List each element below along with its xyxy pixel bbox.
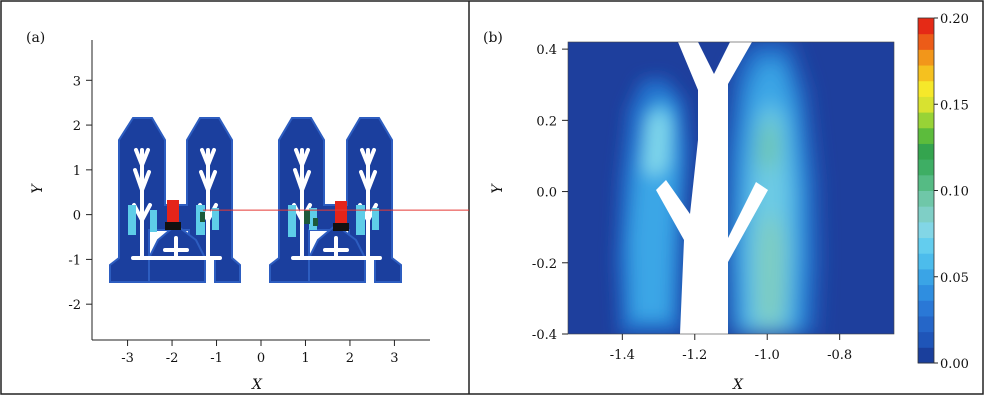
panel-b-y-label: Y: [490, 183, 506, 194]
colorbar-segment: [918, 49, 934, 66]
x-tick-label: 3: [390, 351, 398, 366]
colorbar-tick-label: 0.10: [940, 185, 969, 200]
panel-a-label: (a): [26, 30, 45, 46]
colorbar-segment: [918, 253, 934, 270]
x-tick-label: -1.4: [610, 348, 635, 363]
colorbar-tick-label: 0.20: [940, 12, 969, 27]
panel-b-label: (b): [483, 30, 503, 46]
colorbar: [917, 17, 935, 364]
colorbar-segment: [918, 190, 934, 207]
x-tick-label: -0.8: [827, 348, 852, 363]
x-tick-label: -1.2: [682, 348, 707, 363]
x-tick-label: 0: [257, 351, 265, 366]
colorbar-segment: [918, 127, 934, 144]
y-tick-label: 0.2: [536, 114, 557, 129]
colorbar-segment: [918, 159, 934, 176]
x-tick-label: -2: [166, 351, 179, 366]
leaf-shape: [269, 117, 402, 283]
colorbar-segment: [918, 112, 934, 129]
y-tick-label: -2: [68, 298, 81, 313]
x-tick-label: -1: [210, 351, 223, 366]
colorbar-segment: [918, 96, 934, 113]
colorbar-segment: [918, 300, 934, 317]
colorbar-tick-label: 0.15: [940, 98, 969, 113]
colorbar-segment: [918, 206, 934, 223]
panel-b-y-ticks: 0.4 0.2 0.0 -0.2 -0.4: [532, 43, 568, 343]
colorbar-tick-label: 0.00: [940, 357, 969, 372]
panel-a-x-ticks: -3 -2 -1 0 1 2 3: [121, 340, 399, 366]
panel-a-y-ticks: 3 2 1 0 -1 -2: [68, 74, 92, 313]
colorbar-segment: [918, 221, 934, 239]
y-tick-label: 2: [73, 119, 81, 134]
colorbar-segment: [918, 143, 934, 160]
y-tick-label: -0.2: [532, 257, 557, 272]
x-tick-label: -1.0: [755, 348, 780, 363]
colorbar-segment: [918, 315, 934, 333]
colorbar-segment: [918, 331, 934, 348]
x-tick-label: 2: [346, 351, 354, 366]
panel-b: (b): [483, 12, 969, 393]
x-tick-label: -3: [121, 351, 134, 366]
panel-a-x-label: X: [251, 377, 263, 393]
colorbar-segment: [918, 80, 934, 97]
panel-b-x-label: X: [732, 377, 744, 393]
vein-structure: [656, 42, 768, 334]
y-tick-label: -0.4: [532, 328, 557, 343]
high-concentration-spots: [200, 210, 318, 226]
panel-b-x-ticks: -1.4 -1.2 -1.0 -0.8: [610, 334, 852, 363]
colorbar-segment: [918, 18, 934, 35]
colorbar-segment: [918, 347, 934, 364]
colorbar-segment: [918, 237, 934, 254]
panel-a-domain: [109, 117, 402, 283]
y-tick-label: 3: [73, 74, 81, 89]
colorbar-segment: [918, 65, 934, 82]
colorbar-segment: [918, 284, 934, 301]
y-tick-label: 1: [73, 164, 81, 179]
y-tick-label: 0: [73, 209, 81, 224]
contour-field: [567, 41, 895, 335]
panel-a-y-label: Y: [30, 183, 46, 194]
x-tick-label: 1: [301, 351, 309, 366]
colorbar-segment: [918, 174, 934, 191]
peak-regions: [165, 200, 349, 231]
colorbar-segment: [918, 33, 934, 50]
panel-a: (a): [26, 30, 469, 393]
y-tick-label: 0.0: [536, 186, 557, 201]
colorbar-segment: [918, 268, 934, 286]
y-tick-label: -1: [68, 253, 81, 268]
colorbar-ticks: 0.20 0.15 0.10 0.05 0.00: [934, 12, 969, 372]
colorbar-tick-label: 0.05: [940, 271, 969, 286]
y-tick-label: 0.4: [536, 43, 557, 58]
